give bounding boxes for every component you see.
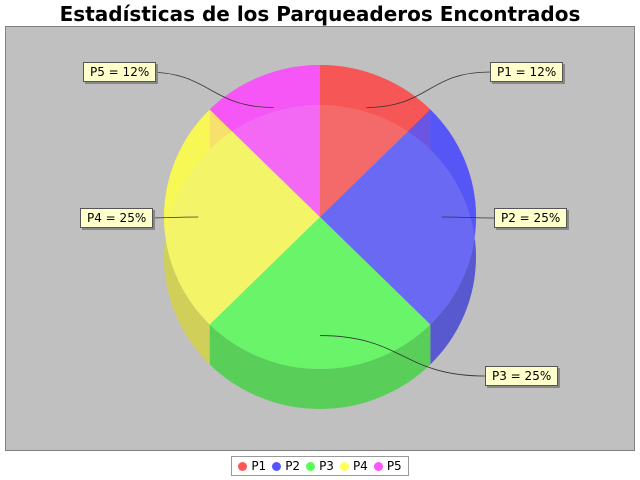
slice-label-p4: P4 = 25%	[80, 208, 154, 228]
chart-title: Estadísticas de los Parqueaderos Encontr…	[59, 2, 581, 26]
legend-label-p2: P2	[285, 459, 301, 473]
slice-label-p5: P5 = 12%	[83, 62, 157, 82]
legend-label-p1: P1	[251, 459, 267, 473]
legend-item-p4: P4	[339, 459, 368, 473]
label-connector-p3	[319, 335, 486, 377]
slice-label-p1: P1 = 12%	[490, 62, 564, 82]
pie-wall-p3	[209, 324, 431, 409]
legend-item-p5: P5	[373, 459, 402, 473]
legend-box: P1 P2 P3 P4 P5	[231, 456, 409, 476]
legend-swatch-p4	[339, 461, 349, 471]
slice-label-p2: P2 = 25%	[494, 208, 568, 228]
legend-label-p3: P3	[319, 459, 334, 473]
pie-slice-p3	[209, 217, 431, 369]
legend-swatch-p3	[306, 461, 316, 471]
legend-swatch-p2	[272, 461, 282, 471]
legend: P1 P2 P3 P4 P5	[0, 456, 640, 476]
legend-swatch-p5	[373, 461, 383, 471]
legend-item-p1: P1	[238, 459, 266, 473]
legend-item-p2: P2	[272, 459, 300, 473]
legend-label-p5: P5	[386, 459, 402, 473]
pie-slice-p5	[209, 65, 320, 217]
pie-slice-p4	[164, 109, 320, 325]
pie-slice-p2	[320, 109, 476, 325]
legend-swatch-p1	[238, 461, 248, 471]
legend-label-p4: P4	[352, 459, 368, 473]
label-connector-p2	[441, 216, 495, 219]
pie-slice-p1	[320, 65, 431, 217]
label-connector-p5	[146, 71, 274, 108]
slice-label-p3: P3 = 25%	[485, 366, 559, 386]
legend-item-p3: P3	[306, 459, 334, 473]
label-connector-p1	[366, 71, 491, 108]
